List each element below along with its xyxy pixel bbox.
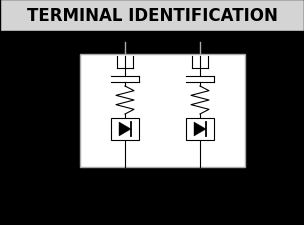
Polygon shape — [194, 122, 206, 136]
Text: TERMINAL IDENTIFICATION: TERMINAL IDENTIFICATION — [26, 7, 278, 25]
Bar — [186, 119, 214, 140]
Bar — [111, 119, 139, 140]
Bar — [80, 55, 245, 167]
Polygon shape — [119, 122, 131, 136]
Bar — [0, 0, 304, 32]
